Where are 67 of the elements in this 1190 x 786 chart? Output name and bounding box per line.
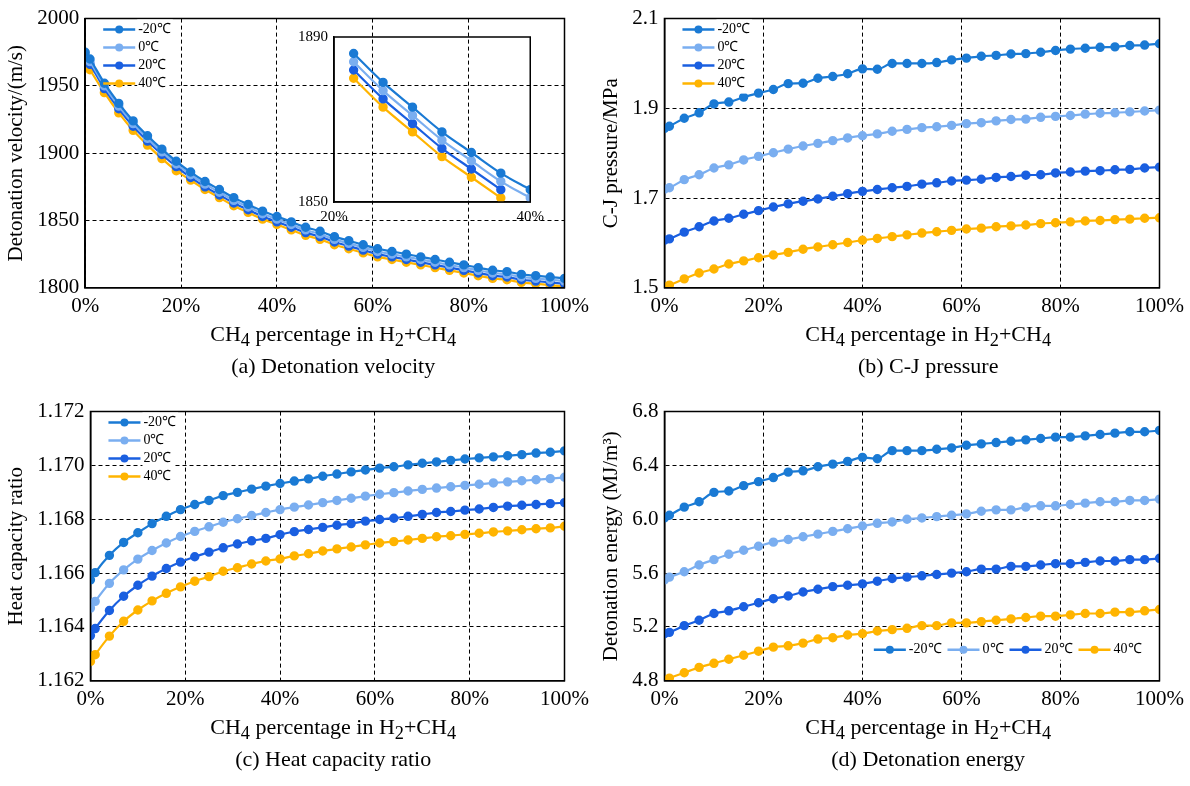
y-tick-label: 1900	[37, 139, 80, 164]
x-tick-label: 100%	[1135, 292, 1184, 317]
y-axis-title: Detonation energy (MJ/m³)	[598, 431, 623, 662]
x-tick-label: 60%	[355, 685, 395, 710]
y-tick-label: 1850	[37, 207, 80, 232]
legend-label: -20℃	[908, 641, 942, 657]
y-tick-label: 1890	[298, 27, 328, 44]
x-tick-label: 60%	[353, 292, 393, 317]
legend-label: -20℃	[143, 414, 177, 430]
legend-label: 20℃	[138, 57, 167, 73]
y-tick-label: 1.164	[37, 613, 85, 638]
y-axis-title: Detonation velocity/(m/s)	[3, 45, 28, 262]
x-tick-label: 60%	[942, 685, 981, 710]
legend-label: 40℃	[717, 75, 746, 91]
y-tick-label: 2.1	[632, 5, 659, 30]
y-tick-label: 1850	[298, 192, 328, 209]
y-tick-label: 5.2	[632, 613, 659, 638]
x-axis-title: CH$_{4}$ percentage in H$_{2}$+CH$_{4}$	[805, 321, 1052, 352]
x-tick-label: 80%	[1041, 292, 1080, 317]
y-tick-label: 6.8	[632, 398, 659, 423]
y-tick-label: 1.170	[37, 451, 85, 476]
text: (b) C-J pressure	[857, 353, 999, 379]
y-tick-label: 5.6	[632, 559, 659, 584]
x-axis-title: CH$_{4}$ percentage in H$_{2}$+CH$_{4}$	[805, 714, 1052, 745]
y-tick-label: 1.166	[37, 559, 85, 584]
legend-label: 40℃	[1113, 641, 1142, 657]
x-tick-label: 40%	[843, 292, 882, 317]
text: (a) Detonation velocity	[231, 353, 436, 379]
x-tick-label: 100%	[540, 292, 589, 317]
x-tick-label: 80%	[1041, 685, 1080, 710]
y-tick-label: 1.9	[632, 94, 659, 119]
x-tick-label: 20%	[166, 685, 205, 710]
legend-label: 0℃	[717, 39, 739, 55]
legend-label: 0℃	[138, 39, 160, 55]
x-tick-label: 40%	[843, 685, 882, 710]
y-tick-label: 1.172	[37, 398, 85, 423]
x-tick-label: 20%	[744, 685, 783, 710]
x-tick-label: 40%	[260, 685, 300, 710]
x-tick-label: 100%	[540, 685, 589, 710]
x-tick-label: 80%	[450, 685, 489, 710]
text: (d) Detonation energy	[831, 746, 1026, 772]
y-axis-title: C-J pressure/MPa	[598, 77, 623, 229]
x-tick-label: 60%	[942, 292, 981, 317]
y-tick-label: 1.168	[37, 505, 85, 530]
legend-label: -20℃	[138, 21, 171, 37]
x-tick-label: 80%	[449, 292, 488, 317]
legend-label: 40℃	[138, 75, 167, 91]
x-tick-label: 20%	[161, 292, 201, 317]
legend-label: 20℃	[143, 450, 172, 466]
y-tick-label: 6.4	[632, 451, 659, 476]
x-tick-label: 100%	[1135, 685, 1184, 710]
x-axis-title: CH$_{4}$ percentage in H$_{2}$+CH$_{4}$	[210, 321, 457, 352]
legend-label: -20℃	[717, 21, 751, 37]
y-tick-label: 2000	[37, 5, 80, 30]
y-axis-title: Heat capacity ratio	[3, 466, 28, 626]
legend-label: 20℃	[1044, 641, 1073, 657]
text: (c) Heat capacity ratio	[235, 746, 432, 772]
x-tick-label: 40%	[257, 292, 297, 317]
legend-label: 40℃	[143, 468, 172, 484]
y-tick-label: 1950	[37, 72, 80, 97]
legend-label: 20℃	[717, 57, 746, 73]
x-tick-label: 20%	[744, 292, 783, 317]
legend-label: 0℃	[143, 432, 165, 448]
x-axis-title: CH$_{4}$ percentage in H$_{2}$+CH$_{4}$	[210, 714, 457, 745]
legend-label: 0℃	[982, 641, 1004, 657]
y-tick-label: 1.7	[632, 184, 659, 209]
y-tick-label: 6.0	[632, 505, 659, 530]
